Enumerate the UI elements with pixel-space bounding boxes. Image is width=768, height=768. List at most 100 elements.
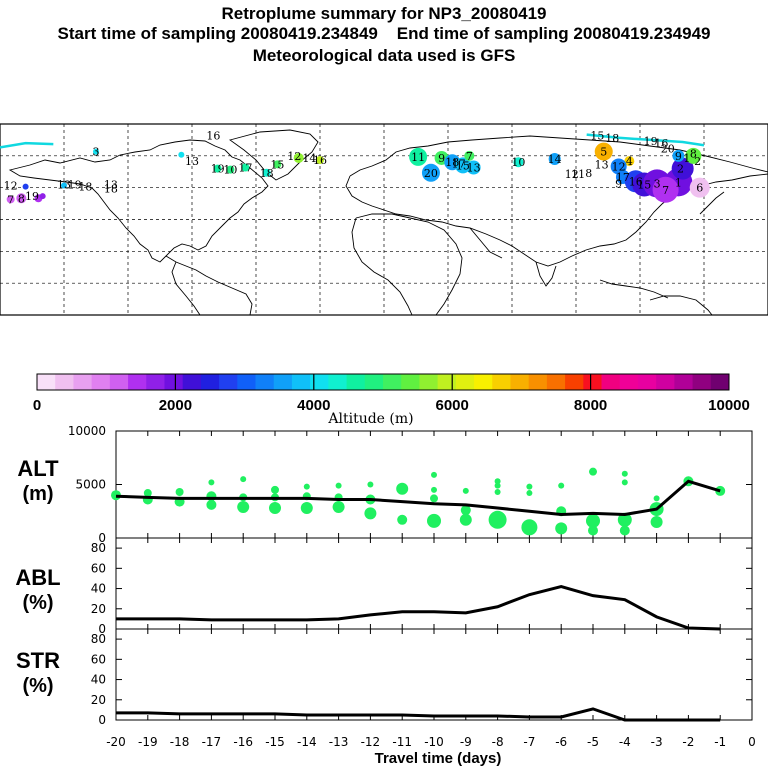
map-marker	[685, 147, 702, 164]
map-day-label: 17	[616, 171, 630, 184]
alt-scatter-point	[558, 482, 565, 489]
map-marker	[178, 151, 185, 158]
map-day-label: 15	[456, 159, 470, 172]
colorbar-swatch	[273, 374, 293, 390]
alt-scatter-point	[653, 495, 660, 502]
colorbar-swatch	[474, 374, 493, 390]
alt-scatter-point	[269, 502, 281, 515]
map-day-label: 19	[25, 190, 39, 203]
alt-scatter-point	[617, 512, 632, 527]
map-day-label: 16	[654, 137, 668, 150]
colorbar-swatch	[674, 374, 693, 390]
colorbar-swatch	[364, 374, 384, 390]
map-day-label: 4	[626, 155, 633, 168]
alt-scatter-point	[619, 525, 630, 536]
y-tick-label-str: 80	[91, 632, 106, 646]
y-tick-label-str: 60	[91, 652, 106, 666]
y-tick-label-str: 20	[91, 693, 106, 707]
x-tick-label: -8	[492, 735, 504, 749]
map-day-label: 20	[424, 167, 438, 180]
colorbar-swatch	[492, 374, 511, 390]
map-day-label: 20	[661, 142, 675, 155]
map-day-label: 16	[206, 130, 220, 143]
colorbar-swatch	[109, 374, 129, 390]
map-day-label: 13	[104, 178, 118, 191]
map-day-label: 16	[313, 154, 327, 167]
colorbar-swatch	[383, 374, 402, 390]
map-day-label: 3	[93, 146, 100, 159]
x-tick-label: -3	[651, 735, 663, 749]
str-label: STR	[16, 648, 60, 673]
map-marker	[466, 160, 481, 175]
colorbar-label: Altitude (m)	[327, 411, 413, 427]
alt-scatter-point	[430, 494, 438, 503]
alt-scatter-point	[300, 502, 313, 515]
colorbar-swatch	[346, 374, 366, 390]
map-marker	[464, 150, 475, 161]
map-day-label: 13	[467, 162, 481, 175]
colorbar-swatch	[328, 374, 347, 390]
colorbar-swatch	[419, 374, 439, 390]
x-tick-label: 0	[748, 735, 756, 749]
alt-scatter-point	[459, 513, 472, 526]
map-day-label: 10	[511, 156, 525, 169]
y-tick-label-alt: 0	[98, 531, 106, 545]
colorbar-tick-label: 6000	[436, 397, 469, 414]
y-tick-label-abl: 40	[91, 582, 106, 596]
series-line-str	[116, 707, 721, 722]
alt-scatter-point	[494, 488, 501, 495]
alt-scatter-point	[488, 510, 507, 529]
map-markers	[6, 142, 710, 204]
colorbar-swatch	[565, 374, 584, 390]
map-day-label: 2	[694, 155, 701, 168]
map-day-label: 15	[270, 158, 284, 171]
map-marker	[262, 168, 271, 177]
alt-scatter-point	[240, 476, 247, 483]
colorbar-swatch	[55, 374, 74, 390]
colorbar-swatch	[164, 374, 184, 390]
colorbar-swatch	[528, 374, 548, 390]
colorbar-swatch	[546, 374, 566, 390]
alt-scatter-point	[555, 522, 568, 535]
x-tick-label: -20	[106, 735, 126, 749]
map-day-label: 8	[690, 148, 697, 161]
map-day-label: 14	[548, 153, 562, 166]
map-day-label: 12	[287, 150, 301, 163]
alt-scatter-point	[143, 489, 152, 498]
chart-subtitle-met: Meteorological data used is GFS	[252, 46, 516, 65]
colorbar-tick-label: 0	[33, 397, 41, 414]
map-day-label: 19	[644, 135, 658, 148]
colorbar-swatch	[237, 374, 256, 390]
colorbar-swatch	[637, 374, 657, 390]
map-marker	[273, 160, 282, 169]
colorbar-swatch	[91, 374, 111, 390]
alt-scatter-point	[431, 486, 437, 493]
alt-scatter-point	[494, 482, 501, 489]
str-unit: (%)	[22, 675, 53, 697]
panel-frame-str	[115, 628, 753, 721]
map-marker	[689, 177, 710, 198]
colorbar-swatch	[401, 374, 420, 390]
alt-scatter-point	[588, 525, 598, 536]
map-day-label: 15	[590, 130, 604, 143]
x-tick-label: -4	[619, 735, 631, 749]
map-marker	[241, 163, 250, 172]
x-tick-label: -15	[265, 735, 285, 749]
chart-title: Retroplume summary for NP3_20080419	[221, 4, 547, 23]
trajectory-paths	[0, 133, 705, 149]
colorbar-tick-labels: 0 2000 4000 6000 8000 10000	[33, 397, 750, 414]
alt-scatter-point	[208, 479, 215, 486]
y-tick-label-alt: 5000	[75, 478, 106, 492]
x-tick-label: -12	[361, 735, 381, 749]
alt-scatter-point	[303, 483, 310, 490]
map-marker	[61, 182, 67, 189]
x-tick-label: -7	[523, 735, 535, 749]
x-tick-label: -2	[682, 735, 694, 749]
map-day-label: 18	[605, 132, 619, 145]
map-day-label: 14	[302, 152, 316, 165]
y-tick-label-str: 0	[98, 713, 106, 727]
